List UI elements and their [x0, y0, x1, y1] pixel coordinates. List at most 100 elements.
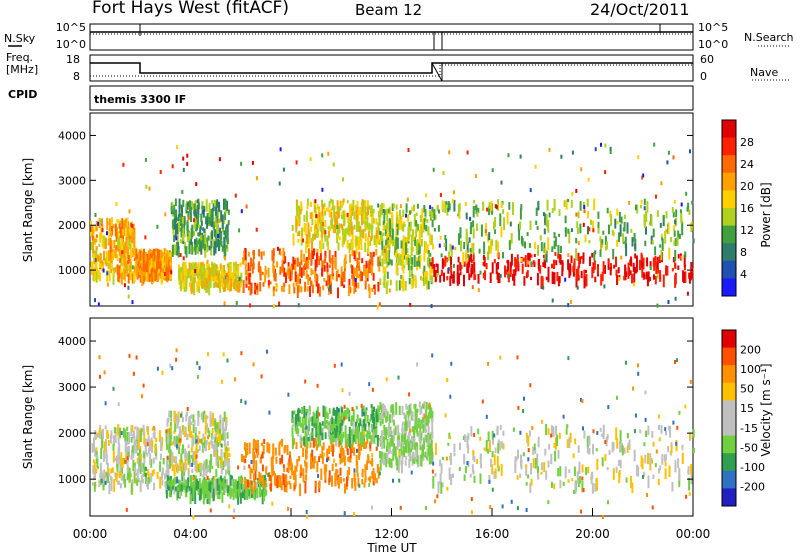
scatter-cell-5-258: [418, 432, 421, 443]
scatter-cell-4-99: [329, 418, 332, 432]
scatter-cell-3-138: [346, 448, 349, 456]
scatter-cell-2-233: [204, 237, 207, 245]
scatter-cell-6-235: [386, 223, 388, 230]
scatter-cell-6-63: [573, 466, 576, 476]
scatter-cell-2-233: [219, 481, 222, 494]
scatter-cell-1-227: [177, 437, 180, 443]
scatter-noise-107: [398, 478, 401, 483]
scatter-cell-0-165: [135, 441, 138, 454]
scatter-noise-201: [429, 205, 432, 210]
scatter-cell-3-242: [271, 465, 274, 477]
scatter-cell-7-233: [646, 257, 649, 267]
scatter-cell-5-218: [426, 416, 428, 421]
scatter-noise-31: [522, 257, 525, 262]
scatter-cell-5-176: [343, 213, 346, 227]
scatter-cell-0-191: [94, 250, 96, 257]
scatter-cell-7-68: [470, 253, 473, 262]
scatter-cell-1-165: [212, 413, 214, 426]
scatter-cell-4-46: [328, 264, 331, 268]
scatter-cell-4-237: [316, 422, 319, 434]
scatter-cell-8-174: [558, 209, 561, 216]
scatter-noise-107: [653, 142, 656, 147]
scatter-cell-1-142: [207, 427, 210, 433]
scatter-noise-206: [646, 493, 648, 497]
scatter-cell-3-169: [302, 447, 305, 458]
scatter-cell-2-135: [223, 247, 226, 259]
scatter-cell-3-223: [217, 283, 220, 289]
scatter-cell-5-151: [340, 215, 343, 219]
scatter-cell-0-251: [136, 468, 139, 481]
scatter-cell-6-116: [690, 464, 693, 475]
scatter-noise-31: [180, 413, 183, 418]
scatter-cell-7-37: [431, 257, 434, 269]
scatter-cell-2-110: [194, 239, 196, 245]
scatter-cell-3-231: [337, 477, 340, 489]
scatter-noise-203: [238, 228, 241, 233]
scatter-cell-8-148: [475, 204, 478, 214]
scatter-cell-2-78: [198, 478, 201, 490]
scatter-cell-4-203: [292, 282, 295, 288]
scatter-noise-81: [176, 465, 179, 469]
scatter-cell-4-180: [264, 274, 267, 283]
scatter-cell-4-155: [356, 268, 359, 279]
scatter-cell-4-228: [248, 273, 251, 285]
scatter-noise-219: [582, 426, 584, 431]
scatter-noise-134: [117, 402, 120, 407]
scatter-cell-6-221: [412, 235, 415, 241]
scatter-cell-6-112: [572, 453, 575, 459]
scatter-cell-2-185: [193, 203, 196, 209]
scatter-cell-4-74: [329, 274, 332, 284]
scatter-cell-8-220: [468, 237, 471, 243]
scatter-cell-3-207: [216, 277, 219, 284]
scatter-cell-0-213: [90, 241, 93, 250]
scatter-cell-2-171: [200, 213, 203, 222]
scatter-noise-37: [499, 273, 502, 278]
scatter-cell-8-234: [459, 227, 462, 239]
scatter-cell-0-134: [112, 224, 115, 229]
scatter-cell-1-174: [168, 252, 171, 257]
scatter-cell-2-16: [171, 211, 174, 217]
scatter-cell-6-78: [619, 459, 622, 469]
scatter-cell-6-133: [414, 279, 417, 288]
scatter-cell-1-139: [148, 269, 151, 282]
scatter-cell-5-62: [405, 422, 408, 432]
scatter-cell-5-208: [375, 230, 378, 239]
scatter-cell-7-115: [589, 256, 591, 267]
scatter-cell-6-93: [388, 258, 391, 265]
scatter-cell-1-138: [223, 434, 226, 447]
scatter-cell-0-183: [100, 218, 103, 229]
scatter-cell-5-57: [379, 420, 382, 426]
scatter-cell-5-175: [320, 228, 323, 238]
scatter-cell-4-226: [281, 286, 283, 292]
scatter-noise-34: [452, 263, 455, 268]
scatter-cell-7-147: [495, 263, 498, 275]
scatter-cell-8-157: [436, 205, 439, 211]
scatter-cell-4-62: [327, 283, 330, 289]
scatter-noise-111: [685, 191, 688, 196]
scatter-cell-1-203: [156, 257, 158, 269]
scatter-cell-1-179: [221, 434, 223, 441]
scatter-cell-0-233: [117, 272, 120, 282]
scatter-cell-3-241: [182, 280, 185, 286]
scatter-cell-0-177: [160, 438, 162, 452]
scatter-cell-0-250: [116, 264, 119, 275]
scatter-cell-5-170: [357, 210, 360, 216]
scatter-cell-2-74: [230, 488, 233, 496]
scatter-cell-5-259: [422, 425, 425, 432]
scatter-noise-126: [446, 378, 449, 382]
scatter-cell-7-165: [690, 266, 693, 270]
scatter-noise-182: [378, 302, 381, 307]
scatter-cell-5-97: [306, 205, 309, 210]
scatter-cell-3-114: [312, 438, 315, 448]
scatter-noise-93: [674, 360, 676, 364]
scatter-cell-7-246: [459, 271, 462, 276]
scatter-cell-2-239: [227, 492, 229, 497]
scatter-cell-2-229: [202, 479, 205, 483]
scatter-cell-5-119: [359, 230, 362, 243]
scatter-noise-18: [576, 285, 579, 290]
scatter-cell-6-81: [488, 475, 491, 483]
scatter-cell-2-48: [175, 209, 178, 223]
scatter-cell-5-160: [362, 228, 365, 239]
scatter-cell-4-160: [261, 271, 264, 275]
scatter-noise-132: [198, 365, 201, 370]
